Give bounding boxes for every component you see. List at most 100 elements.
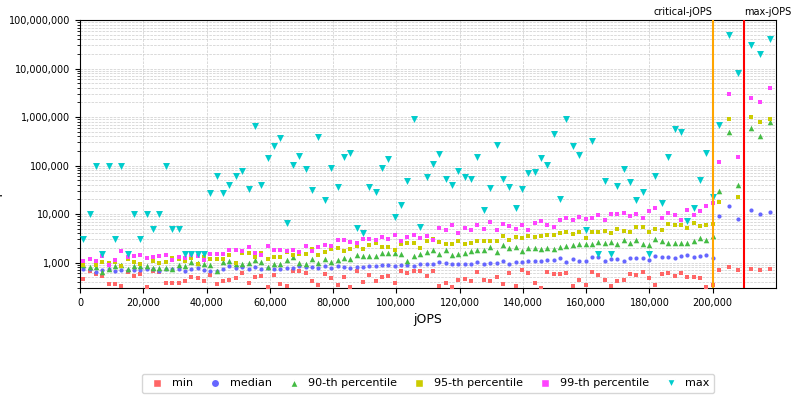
Point: [687, 254, 700, 260]
Point: [128, 263, 141, 269]
Point: [102, 266, 115, 273]
Point: [414, 244, 426, 251]
Point: [331, 244, 344, 251]
Point: [744, 207, 757, 214]
Point: [471, 153, 484, 160]
Point: [318, 263, 331, 269]
Point: [306, 278, 318, 284]
Point: [134, 263, 146, 269]
Point: [560, 243, 573, 250]
Point: [662, 254, 674, 260]
Point: [458, 174, 471, 181]
Point: [370, 252, 382, 259]
Point: [376, 262, 389, 269]
Point: [146, 265, 159, 272]
Point: [722, 128, 735, 135]
Point: [115, 266, 128, 273]
Point: [439, 227, 452, 233]
Point: [318, 249, 331, 256]
Point: [566, 142, 579, 149]
Point: [122, 256, 134, 262]
Point: [446, 261, 458, 267]
Point: [185, 266, 198, 272]
Point: [515, 186, 528, 192]
Point: [554, 244, 566, 250]
Point: [636, 188, 649, 195]
Point: [439, 241, 452, 247]
Point: [471, 222, 484, 228]
Point: [528, 280, 541, 286]
Point: [230, 261, 242, 268]
Point: [414, 261, 426, 267]
Point: [153, 260, 166, 266]
Point: [426, 160, 439, 167]
Point: [754, 211, 766, 217]
Point: [579, 257, 592, 264]
Point: [115, 248, 128, 254]
Point: [586, 241, 598, 248]
Point: [166, 226, 178, 232]
Point: [732, 70, 745, 76]
Point: [102, 266, 115, 273]
Point: [357, 246, 370, 252]
Point: [465, 227, 478, 233]
Point: [293, 251, 306, 257]
Point: [534, 155, 547, 161]
Point: [331, 183, 344, 190]
Point: [471, 269, 484, 276]
Point: [331, 282, 344, 288]
Point: [159, 280, 172, 286]
Point: [223, 263, 236, 270]
Point: [611, 256, 624, 262]
Point: [407, 116, 420, 122]
Point: [90, 263, 102, 270]
Point: [217, 278, 230, 284]
Point: [407, 252, 420, 259]
Point: [363, 263, 376, 270]
Point: [394, 262, 407, 268]
Point: [350, 264, 363, 270]
Point: [306, 187, 318, 193]
Point: [376, 234, 389, 240]
Point: [649, 205, 662, 212]
Point: [338, 237, 350, 243]
Point: [344, 150, 357, 156]
Point: [236, 264, 249, 270]
Point: [204, 262, 217, 268]
Point: [230, 264, 242, 271]
Point: [687, 212, 700, 218]
Point: [280, 256, 293, 263]
Point: [153, 268, 166, 274]
Point: [210, 268, 223, 274]
Point: [146, 254, 159, 260]
Point: [172, 280, 185, 286]
Legend: min, median, 90-th percentile, 95-th percentile, 99-th percentile, max: min, median, 90-th percentile, 95-th per…: [142, 374, 714, 393]
Point: [280, 248, 293, 255]
Point: [515, 248, 528, 255]
Point: [547, 130, 560, 137]
Point: [312, 264, 325, 271]
Point: [128, 272, 141, 279]
Point: [694, 234, 706, 241]
Point: [420, 233, 433, 239]
Point: [586, 138, 598, 144]
Point: [611, 210, 624, 217]
Point: [433, 258, 446, 265]
Point: [191, 260, 204, 267]
Point: [566, 241, 579, 248]
Point: [642, 228, 655, 235]
Point: [312, 252, 325, 258]
Point: [700, 284, 713, 290]
Point: [706, 254, 719, 261]
Point: [497, 258, 510, 264]
Point: [662, 240, 674, 247]
Point: [618, 277, 630, 284]
Point: [687, 238, 700, 244]
Point: [394, 237, 407, 244]
Point: [217, 256, 230, 262]
Point: [159, 252, 172, 258]
Point: [255, 259, 268, 266]
Point: [274, 261, 286, 267]
Point: [198, 256, 210, 263]
Point: [236, 270, 249, 276]
